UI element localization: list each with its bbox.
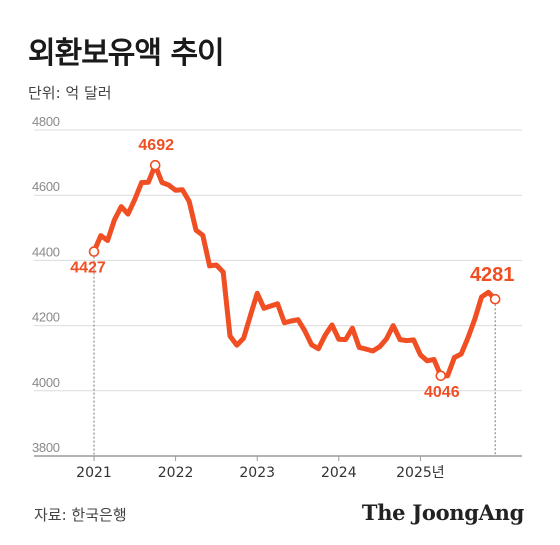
brand-logo: The JoongAng — [361, 500, 524, 525]
y-tick-label: 4200 — [32, 310, 60, 325]
y-tick-label: 3800 — [32, 440, 60, 455]
x-tick-label: 2022 — [158, 465, 194, 481]
y-tick-label: 4800 — [32, 114, 60, 129]
data-label: 4046 — [424, 384, 460, 401]
unit-label: 단위: 억 달러 — [28, 84, 112, 102]
x-tick-label: 2021 — [76, 465, 112, 481]
chart-title: 외환보유액 추이 — [28, 36, 225, 71]
series-layer — [91, 162, 498, 379]
data-point-marker — [435, 370, 447, 382]
source-note: 자료: 한국은행 — [34, 506, 127, 524]
x-tick-label: 2024 — [321, 465, 357, 481]
data-labels: 4427 4692 4046 4281 — [70, 137, 514, 401]
x-tick-label: 2023 — [239, 465, 275, 481]
grid-lines — [34, 129, 522, 457]
data-point-marker — [489, 293, 501, 305]
y-tick-label: 4000 — [32, 375, 60, 390]
y-tick-label: 4400 — [32, 244, 60, 259]
x-tick-label: 2025년 — [396, 465, 445, 481]
y-tick-label: 4600 — [32, 179, 60, 194]
guide-lines — [93, 256, 496, 456]
data-point-marker — [149, 159, 161, 171]
series-line — [91, 162, 498, 379]
axis-ticks: 4800 4600 4400 4200 4000 3800 2021 2022 2023 2024… — [32, 114, 445, 481]
data-point-marker — [88, 246, 100, 257]
data-label: 4692 — [138, 137, 174, 154]
data-label: 4427 — [70, 260, 106, 277]
data-label: 4281 — [470, 264, 515, 286]
